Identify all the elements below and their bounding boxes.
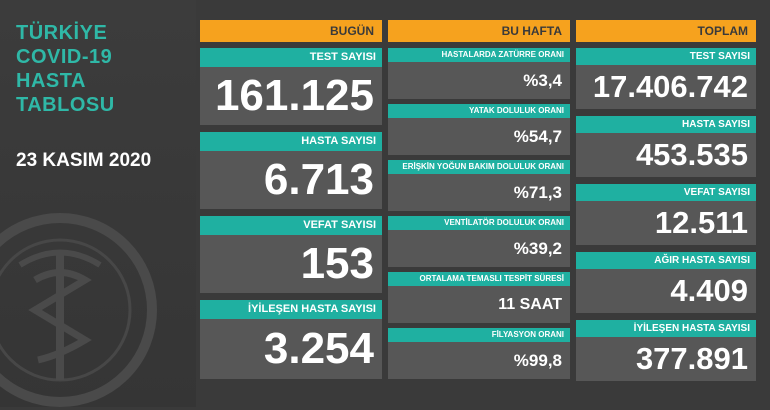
card-label: HASTALARDA ZATÜRRE ORANI <box>388 48 570 62</box>
week-column: BU HAFTA <box>388 20 570 42</box>
total-severe-card: AĞIR HASTA SAYISI 4.409 <box>576 252 756 313</box>
card-value: 453.535 <box>576 133 756 177</box>
card-value: 6.713 <box>200 151 382 209</box>
card-value: %54,7 <box>388 118 570 155</box>
card-value: 161.125 <box>200 67 382 125</box>
card-value: %99,8 <box>388 342 570 379</box>
card-label: AĞIR HASTA SAYISI <box>576 252 756 269</box>
total-header: TOPLAM <box>576 20 756 42</box>
title-panel: TÜRKİYE COVID-19 HASTA TABLOSU 23 KASIM … <box>0 0 196 407</box>
card-label: FİLYASYON ORANI <box>388 328 570 342</box>
card-value: %3,4 <box>388 62 570 99</box>
title-line-2: COVID-19 <box>16 46 113 68</box>
card-label: HASTA SAYISI <box>200 132 382 151</box>
card-label: HASTA SAYISI <box>576 116 756 133</box>
card-label: İYİLEŞEN HASTA SAYISI <box>576 320 756 337</box>
title-line-1: TÜRKİYE <box>16 22 108 44</box>
card-label: İYİLEŞEN HASTA SAYISI <box>200 300 382 319</box>
card-label: TEST SAYISI <box>200 48 382 67</box>
card-label: VENTİLATÖR DOLULUK ORANI <box>388 216 570 230</box>
week-bed-card: YATAK DOLULUK ORANI %54,7 <box>388 104 570 155</box>
today-header: BUGÜN <box>200 20 382 42</box>
card-label: TEST SAYISI <box>576 48 756 65</box>
card-label: ERİŞKİN YOĞUN BAKIM DOLULUK ORANI <box>388 160 570 174</box>
card-value: %71,3 <box>388 174 570 211</box>
card-value: 12.511 <box>576 201 756 245</box>
ministry-emblem-icon <box>0 213 157 407</box>
today-test-card: TEST SAYISI 161.125 <box>200 48 382 125</box>
title-line-3: HASTA <box>16 70 86 92</box>
card-value: 3.254 <box>200 319 382 379</box>
week-header: BU HAFTA <box>388 20 570 42</box>
week-contact-card: ORTALAMA TEMASLI TESPİT SÜRESİ 11 SAAT <box>388 272 570 323</box>
card-value: 4.409 <box>576 269 756 313</box>
card-label: ORTALAMA TEMASLI TESPİT SÜRESİ <box>388 272 570 286</box>
card-value: %39,2 <box>388 230 570 267</box>
card-label: YATAK DOLULUK ORANI <box>388 104 570 118</box>
card-value: 153 <box>200 235 382 293</box>
today-recovered-card: İYİLEŞEN HASTA SAYISI 3.254 <box>200 300 382 379</box>
week-pneumonia-card: HASTALARDA ZATÜRRE ORANI %3,4 <box>388 48 570 99</box>
card-value: 377.891 <box>576 337 756 381</box>
card-value: 17.406.742 <box>576 65 756 109</box>
card-label: VEFAT SAYISI <box>200 216 382 235</box>
week-ventilator-card: VENTİLATÖR DOLULUK ORANI %39,2 <box>388 216 570 267</box>
total-case-card: HASTA SAYISI 453.535 <box>576 116 756 177</box>
week-filiation-card: FİLYASYON ORANI %99,8 <box>388 328 570 379</box>
week-icu-card: ERİŞKİN YOĞUN BAKIM DOLULUK ORANI %71,3 <box>388 160 570 211</box>
card-label: VEFAT SAYISI <box>576 184 756 201</box>
today-column: BUGÜN <box>200 20 382 42</box>
today-death-card: VEFAT SAYISI 153 <box>200 216 382 293</box>
total-test-card: TEST SAYISI 17.406.742 <box>576 48 756 109</box>
card-value: 11 SAAT <box>388 286 570 323</box>
report-date: 23 KASIM 2020 <box>16 150 152 171</box>
total-recovered-card: İYİLEŞEN HASTA SAYISI 377.891 <box>576 320 756 381</box>
total-column: TOPLAM <box>576 20 756 42</box>
title-line-4: TABLOSU <box>16 94 115 116</box>
total-death-card: VEFAT SAYISI 12.511 <box>576 184 756 245</box>
today-case-card: HASTA SAYISI 6.713 <box>200 132 382 209</box>
